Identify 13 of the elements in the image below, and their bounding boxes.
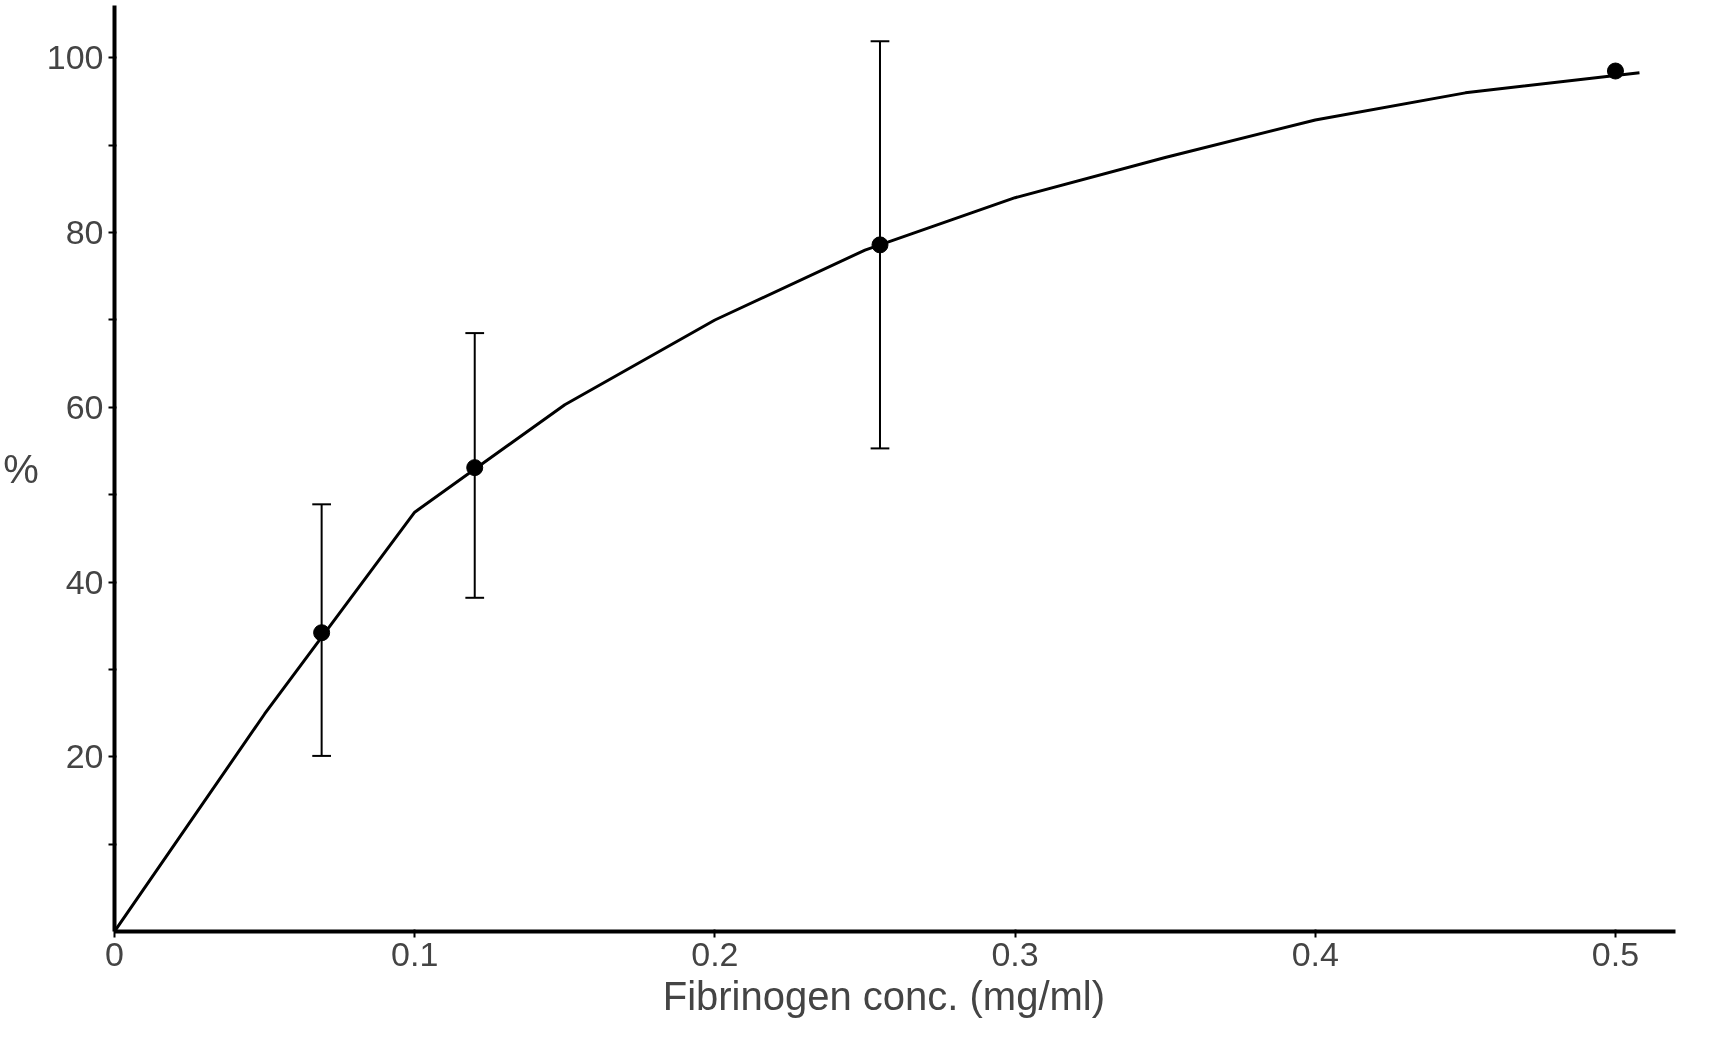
y-tick-label: 80 xyxy=(65,213,104,252)
x-tick-label: 0.3 xyxy=(991,934,1039,973)
x-tick-label: 0.4 xyxy=(1291,934,1339,973)
x-tick-label: 0.5 xyxy=(1591,934,1640,973)
y-tick-label: 20 xyxy=(65,737,104,776)
y-axis-title: % xyxy=(3,446,39,491)
y-tick-label: 40 xyxy=(65,562,104,601)
x-tick-label: 0.2 xyxy=(691,934,739,973)
x-axis-title: Fibrinogen conc. (mg/ml) xyxy=(662,973,1106,1018)
x-tick-label: 0.1 xyxy=(391,934,439,973)
x-tick-label: 0 xyxy=(105,934,124,973)
y-tick-label: 100 xyxy=(46,38,104,77)
y-tick-label: 60 xyxy=(65,387,104,426)
